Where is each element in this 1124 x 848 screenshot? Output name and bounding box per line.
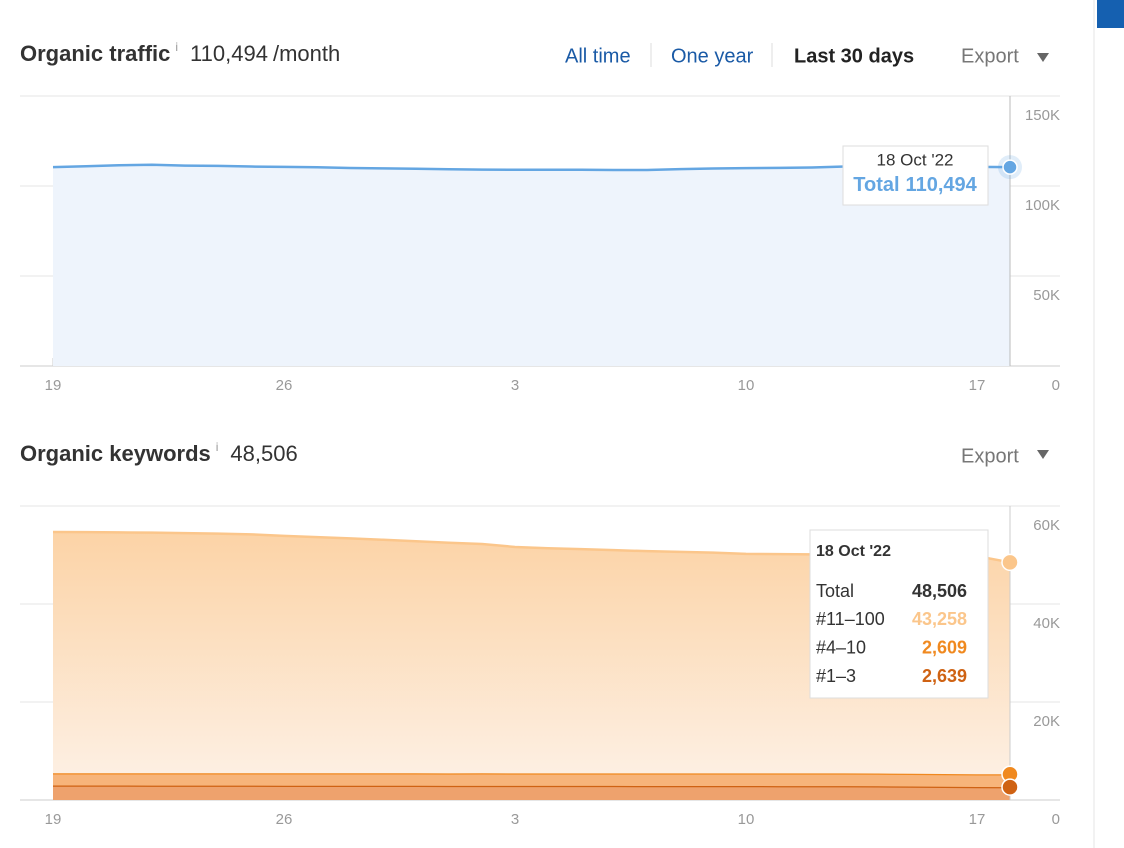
x-tick-label: 3 (511, 377, 519, 394)
section-header: Organic keywords i 48,506 (20, 440, 298, 466)
x-tick-label: 10 (738, 377, 755, 394)
x-tick-label: 10 (738, 811, 755, 828)
x-tick-label: 19 (45, 811, 62, 828)
point (1001, 553, 1019, 572)
export-button[interactable]: Export (961, 45, 1019, 67)
tooltip-value: 43,258 (912, 609, 967, 629)
export-caret[interactable] (1037, 53, 1049, 62)
y-tick-label: 40K (1033, 615, 1060, 632)
tooltip-label: Total (816, 581, 854, 601)
tooltip (809, 529, 989, 699)
tooltip-value: 110,494 (906, 174, 978, 196)
x-tick-label: 26 (276, 377, 293, 394)
period-button[interactable]: All time (565, 45, 631, 67)
period-button[interactable]: One year (671, 45, 754, 67)
x-tick-label: 26 (276, 811, 293, 828)
area-fill (53, 531, 1010, 775)
y-tick-label: 50K (1033, 287, 1060, 304)
area-fill (53, 785, 1010, 800)
y-tick-label: 20K (1033, 713, 1060, 730)
section-header: Organic traffic i 110,494/month (20, 40, 340, 66)
y-tick-label: 100K (1025, 197, 1060, 214)
tooltip-value: 48,506 (912, 581, 967, 601)
x-tick-label: 19 (45, 377, 62, 394)
x-tick-label: 17 (969, 811, 986, 828)
sidebar-button[interactable] (1097, 0, 1124, 28)
headline-value: 48,506 (230, 441, 297, 466)
section-title: Organic traffic (20, 41, 170, 66)
headline-value: 110,494 (190, 41, 268, 66)
y-tick-label: 0 (1052, 377, 1060, 394)
info-icon: i (175, 40, 178, 54)
point (1002, 159, 1018, 175)
y-tick-label: 60K (1033, 517, 1060, 534)
x-tick-label: 3 (511, 811, 519, 828)
tooltip-total: Total 110,494 (853, 174, 977, 196)
y-tick-label: 150K (1025, 107, 1060, 124)
tooltip-label: #1–3 (816, 666, 856, 686)
section-title: Organic keywords (20, 441, 211, 466)
period-button[interactable]: Last 30 days (794, 45, 914, 67)
tooltip-label: #4–10 (816, 637, 866, 657)
tooltip-label: #11–100 (816, 609, 885, 629)
x-tick-label: 17 (969, 377, 986, 394)
y-tick-label: 0 (1052, 811, 1060, 828)
headline-unit: /month (273, 41, 340, 66)
tooltip-date: 18 Oct '22 (816, 543, 891, 560)
info-icon: i (216, 440, 219, 454)
tooltip-value: 2,609 (922, 637, 967, 657)
tooltip (842, 145, 989, 206)
area-fill (53, 773, 1010, 788)
tooltip-label: Total (853, 174, 899, 196)
point (1001, 778, 1019, 796)
area-fill (53, 164, 1010, 366)
tooltip-date: 18 Oct '22 (877, 150, 954, 169)
export-caret[interactable] (1037, 450, 1049, 459)
tooltip-value: 2,639 (922, 666, 967, 686)
export-button[interactable]: Export (961, 445, 1019, 467)
